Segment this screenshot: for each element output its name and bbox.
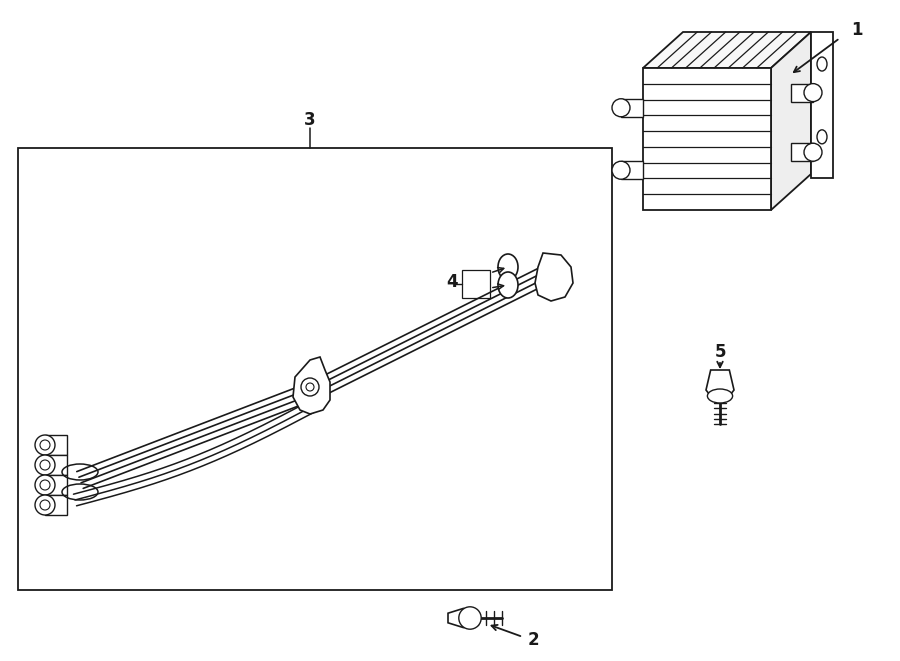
Bar: [643, 68, 771, 210]
Ellipse shape: [40, 460, 50, 470]
Bar: [45, 455, 67, 475]
Ellipse shape: [817, 57, 827, 71]
Bar: [45, 435, 67, 455]
Bar: [791, 143, 813, 161]
Ellipse shape: [40, 440, 50, 450]
Ellipse shape: [817, 130, 827, 144]
Ellipse shape: [35, 495, 55, 515]
Bar: [621, 161, 643, 179]
Text: 2: 2: [527, 631, 539, 649]
Text: 4: 4: [446, 273, 458, 291]
Bar: [45, 495, 67, 515]
Text: 3: 3: [304, 111, 316, 129]
Ellipse shape: [459, 607, 482, 629]
Polygon shape: [293, 357, 330, 414]
Text: 5: 5: [715, 343, 725, 361]
Ellipse shape: [612, 161, 630, 179]
Ellipse shape: [707, 389, 733, 403]
Bar: [811, 32, 833, 178]
Polygon shape: [643, 32, 811, 68]
Polygon shape: [771, 32, 811, 210]
Ellipse shape: [498, 272, 518, 298]
Polygon shape: [448, 608, 470, 627]
Ellipse shape: [804, 143, 822, 161]
Ellipse shape: [35, 455, 55, 475]
Ellipse shape: [498, 254, 518, 280]
Ellipse shape: [306, 383, 314, 391]
Bar: [621, 98, 643, 117]
Polygon shape: [706, 370, 734, 396]
Bar: [18, 148, 612, 590]
Ellipse shape: [804, 83, 822, 102]
Polygon shape: [535, 253, 573, 301]
Bar: [462, 270, 490, 298]
Ellipse shape: [301, 378, 319, 396]
Bar: [45, 475, 67, 495]
Bar: [791, 83, 813, 102]
Ellipse shape: [40, 480, 50, 490]
Ellipse shape: [35, 435, 55, 455]
Ellipse shape: [35, 475, 55, 495]
Ellipse shape: [40, 500, 50, 510]
Ellipse shape: [612, 98, 630, 117]
Text: 1: 1: [851, 21, 863, 39]
